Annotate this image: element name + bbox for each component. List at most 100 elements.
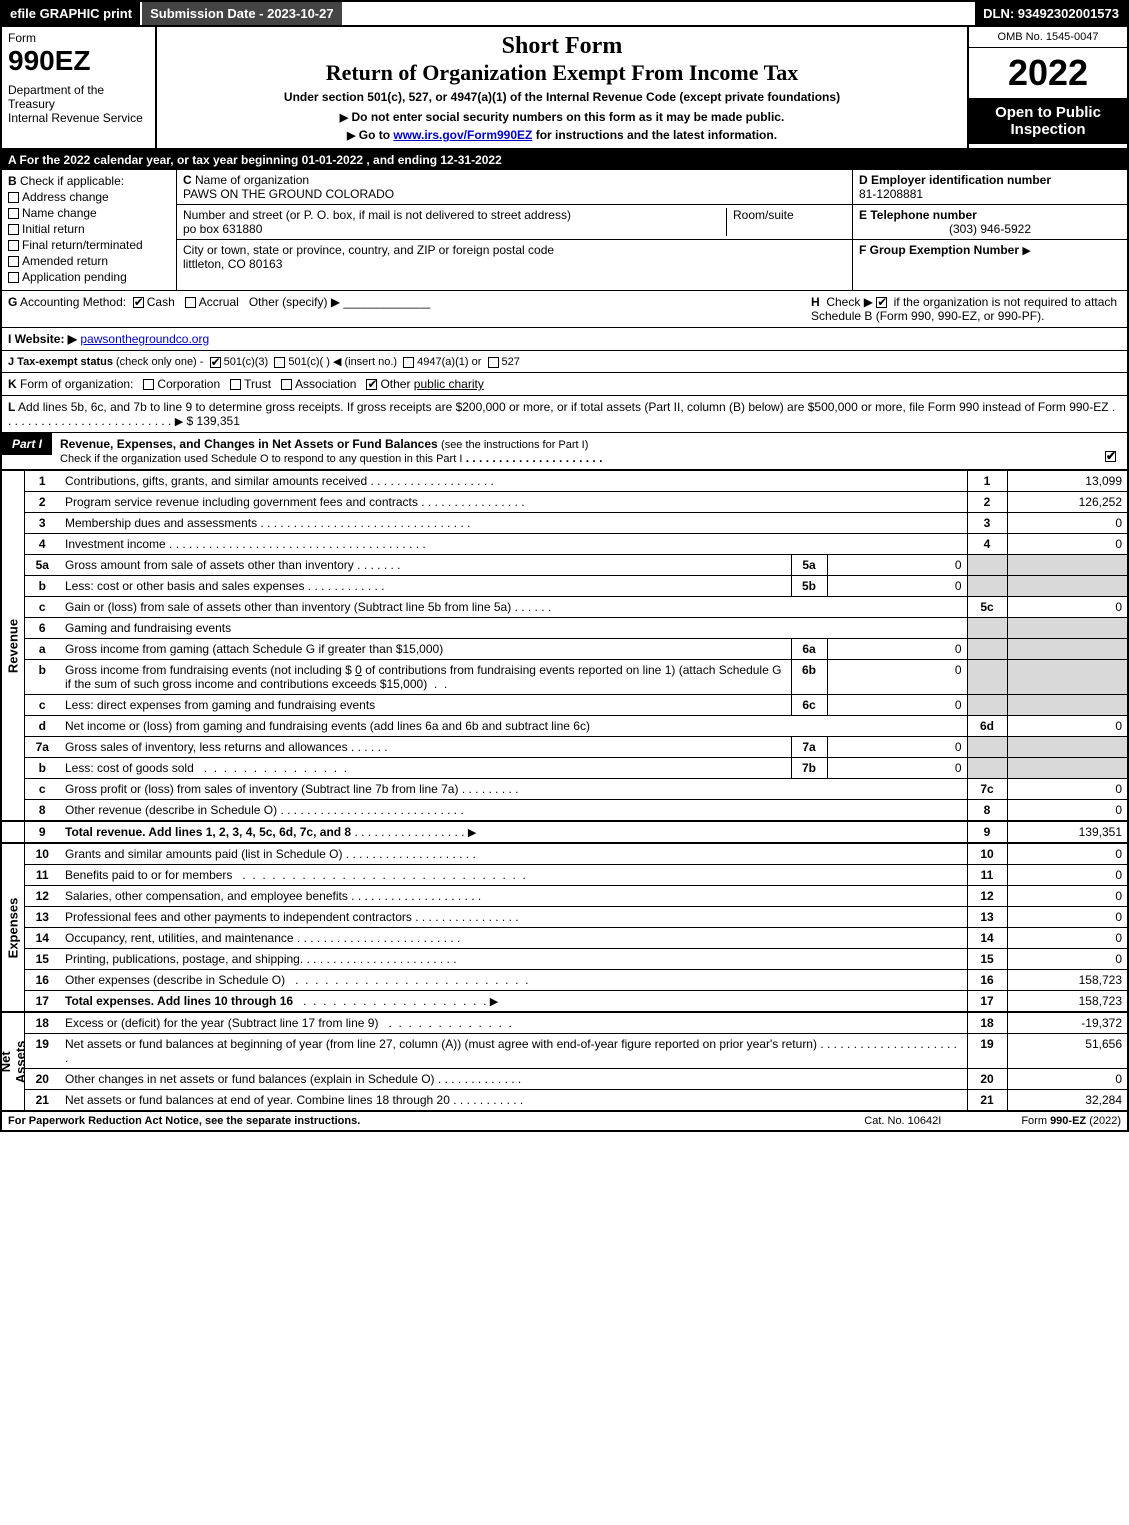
line-desc: Membership dues and assessments . . . . … bbox=[60, 513, 967, 534]
result-num: 16 bbox=[967, 970, 1007, 991]
cash-label: Cash bbox=[147, 295, 175, 309]
sidetab-netassets-label: Net Assets bbox=[0, 1037, 28, 1086]
result-num-shade bbox=[967, 695, 1007, 716]
cb-initial-return[interactable]: Initial return bbox=[8, 222, 170, 236]
result-num: 10 bbox=[967, 843, 1007, 865]
result-val: 139,351 bbox=[1007, 821, 1127, 843]
instruction-2: ▶ Go to www.irs.gov/Form990EZ for instru… bbox=[163, 128, 961, 142]
j-row: J Tax-exempt status (check only one) - 5… bbox=[2, 351, 1127, 373]
line-num: 8 bbox=[24, 800, 60, 822]
result-val: 158,723 bbox=[1007, 991, 1127, 1013]
line-num: 3 bbox=[24, 513, 60, 534]
short-form-title: Short Form bbox=[163, 33, 961, 60]
table-row: 16 Other expenses (describe in Schedule … bbox=[2, 970, 1127, 991]
cb-amended-return[interactable]: Amended return bbox=[8, 254, 170, 268]
line-desc: Investment income . . . . . . . . . . . … bbox=[60, 534, 967, 555]
result-val: 51,656 bbox=[1007, 1034, 1127, 1069]
table-row: Expenses 10 Grants and similar amounts p… bbox=[2, 843, 1127, 865]
cb-application-pending[interactable]: Application pending bbox=[8, 270, 170, 284]
result-num: 8 bbox=[967, 800, 1007, 822]
cb-assoc[interactable] bbox=[281, 379, 292, 390]
line-num: b bbox=[24, 660, 60, 695]
h-label: H bbox=[811, 295, 820, 309]
form-page: efile GRAPHIC print Submission Date - 20… bbox=[0, 0, 1129, 1132]
cb-address-change[interactable]: Address change bbox=[8, 190, 170, 204]
result-num: 9 bbox=[967, 821, 1007, 843]
header-mid: Short Form Return of Organization Exempt… bbox=[157, 27, 967, 148]
cb-trust[interactable] bbox=[230, 379, 241, 390]
sub-val: 0 bbox=[827, 758, 967, 779]
under-section: Under section 501(c), 527, or 4947(a)(1)… bbox=[163, 90, 961, 104]
phone-value: (303) 946-5922 bbox=[859, 222, 1121, 236]
table-row: 17 Total expenses. Add lines 10 through … bbox=[2, 991, 1127, 1013]
j-opt4: 527 bbox=[502, 356, 520, 368]
g-label: G bbox=[8, 295, 17, 309]
arrow-icon: ▶ bbox=[340, 112, 348, 124]
cb-4947[interactable] bbox=[403, 357, 414, 368]
cb-label: Initial return bbox=[22, 222, 85, 236]
result-num-shade bbox=[967, 639, 1007, 660]
line-desc: Professional fees and other payments to … bbox=[60, 907, 967, 928]
cb-501c[interactable] bbox=[274, 357, 285, 368]
result-val: 0 bbox=[1007, 800, 1127, 822]
result-num: 18 bbox=[967, 1012, 1007, 1034]
line-desc: Other expenses (describe in Schedule O) … bbox=[60, 970, 967, 991]
line-num: 6 bbox=[24, 618, 60, 639]
section-b-block: B Check if applicable: Address change Na… bbox=[2, 170, 1127, 291]
room-suite-lbl: Room/suite bbox=[733, 208, 794, 222]
f-lbl: F Group Exemption Number bbox=[859, 243, 1019, 257]
cb-schedule-o[interactable] bbox=[1105, 451, 1116, 462]
line-desc: Benefits paid to or for members . . . . … bbox=[60, 865, 967, 886]
cb-name-change[interactable]: Name change bbox=[8, 206, 170, 220]
cb-corp[interactable] bbox=[143, 379, 154, 390]
c-label: C bbox=[183, 173, 192, 187]
cb-other-org[interactable] bbox=[366, 379, 377, 390]
line-num: 2 bbox=[24, 492, 60, 513]
table-row: 20 Other changes in net assets or fund b… bbox=[2, 1069, 1127, 1090]
b-label: B bbox=[8, 174, 17, 188]
gh-row: G Accounting Method: Cash Accrual Other … bbox=[2, 291, 1127, 328]
result-num: 2 bbox=[967, 492, 1007, 513]
inst1-text: Do not enter social security numbers on … bbox=[352, 110, 785, 124]
table-row: 9 Total revenue. Add lines 1, 2, 3, 4, 5… bbox=[2, 821, 1127, 843]
header-left: Form 990EZ Department of the Treasury In… bbox=[2, 27, 157, 148]
sub-val: 0 bbox=[827, 737, 967, 758]
k-o2: Trust bbox=[244, 377, 271, 391]
result-num-shade bbox=[967, 758, 1007, 779]
result-val: 0 bbox=[1007, 843, 1127, 865]
arrow-icon: ▶ bbox=[347, 130, 355, 142]
line-desc: Net assets or fund balances at end of ye… bbox=[60, 1090, 967, 1111]
result-val: 126,252 bbox=[1007, 492, 1127, 513]
cb-final-return[interactable]: Final return/terminated bbox=[8, 238, 170, 252]
table-row: b Less: cost or other basis and sales ex… bbox=[2, 576, 1127, 597]
line-num: 20 bbox=[24, 1069, 60, 1090]
irs-link[interactable]: www.irs.gov/Form990EZ bbox=[393, 128, 532, 142]
result-val: 0 bbox=[1007, 928, 1127, 949]
result-val: 0 bbox=[1007, 513, 1127, 534]
line-desc: Gross amount from sale of assets other t… bbox=[60, 555, 791, 576]
cb-schedule-b[interactable] bbox=[876, 297, 887, 308]
sub-num: 7b bbox=[791, 758, 827, 779]
cb-accrual[interactable] bbox=[185, 297, 196, 308]
line-num: 21 bbox=[24, 1090, 60, 1111]
other-label: Other (specify) ▶ bbox=[249, 295, 340, 309]
e-lbl: E Telephone number bbox=[859, 208, 977, 222]
g-text: Accounting Method: bbox=[20, 295, 126, 309]
website-link[interactable]: pawsonthegroundco.org bbox=[80, 332, 209, 346]
dln-label: DLN: 93492302001573 bbox=[975, 2, 1127, 25]
line-desc: Excess or (deficit) for the year (Subtra… bbox=[60, 1012, 967, 1034]
line-num: 18 bbox=[24, 1012, 60, 1034]
cb-501c3[interactable] bbox=[210, 357, 221, 368]
line-desc: Less: direct expenses from gaming and fu… bbox=[60, 695, 791, 716]
line-desc: Occupancy, rent, utilities, and maintena… bbox=[60, 928, 967, 949]
table-row: d Net income or (loss) from gaming and f… bbox=[2, 716, 1127, 737]
line-desc: Contributions, gifts, grants, and simila… bbox=[60, 471, 967, 492]
result-num-shade bbox=[967, 576, 1007, 597]
k-o3: Association bbox=[295, 377, 356, 391]
line-desc: Gross sales of inventory, less returns a… bbox=[60, 737, 791, 758]
instruction-1: ▶ Do not enter social security numbers o… bbox=[163, 110, 961, 124]
cb-527[interactable] bbox=[488, 357, 499, 368]
cb-cash[interactable] bbox=[133, 297, 144, 308]
result-val-shade bbox=[1007, 555, 1127, 576]
table-row: 3 Membership dues and assessments . . . … bbox=[2, 513, 1127, 534]
